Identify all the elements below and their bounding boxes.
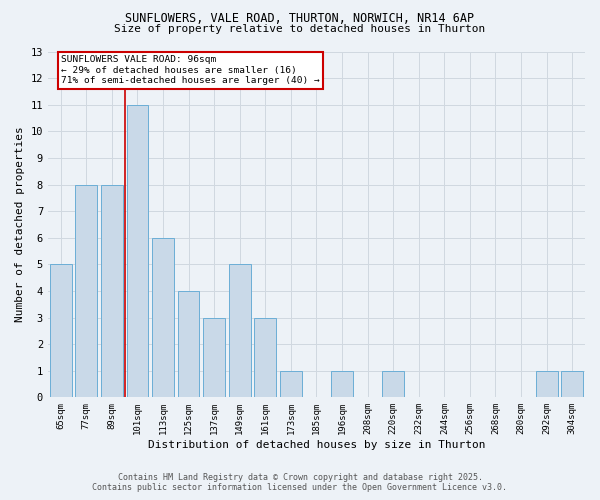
Bar (101, 184, 123, 398)
Text: SUNFLOWERS, VALE ROAD, THURTON, NORWICH, NR14 6AP: SUNFLOWERS, VALE ROAD, THURTON, NORWICH,… (125, 12, 475, 26)
Bar (127, 104, 148, 398)
Text: Contains HM Land Registry data © Crown copyright and database right 2025.
Contai: Contains HM Land Registry data © Crown c… (92, 473, 508, 492)
Bar (50, 264, 71, 398)
Bar (152, 238, 174, 398)
Bar (203, 318, 225, 398)
Bar (280, 370, 302, 398)
Bar (562, 370, 583, 398)
Text: SUNFLOWERS VALE ROAD: 96sqm
← 29% of detached houses are smaller (16)
71% of sem: SUNFLOWERS VALE ROAD: 96sqm ← 29% of det… (61, 56, 320, 86)
Bar (536, 370, 557, 398)
Bar (229, 264, 251, 398)
Bar (178, 291, 199, 398)
Bar (76, 184, 97, 398)
Text: Size of property relative to detached houses in Thurton: Size of property relative to detached ho… (115, 24, 485, 34)
Bar (331, 370, 353, 398)
Bar (254, 318, 276, 398)
X-axis label: Distribution of detached houses by size in Thurton: Distribution of detached houses by size … (148, 440, 485, 450)
Bar (382, 370, 404, 398)
Y-axis label: Number of detached properties: Number of detached properties (15, 126, 25, 322)
